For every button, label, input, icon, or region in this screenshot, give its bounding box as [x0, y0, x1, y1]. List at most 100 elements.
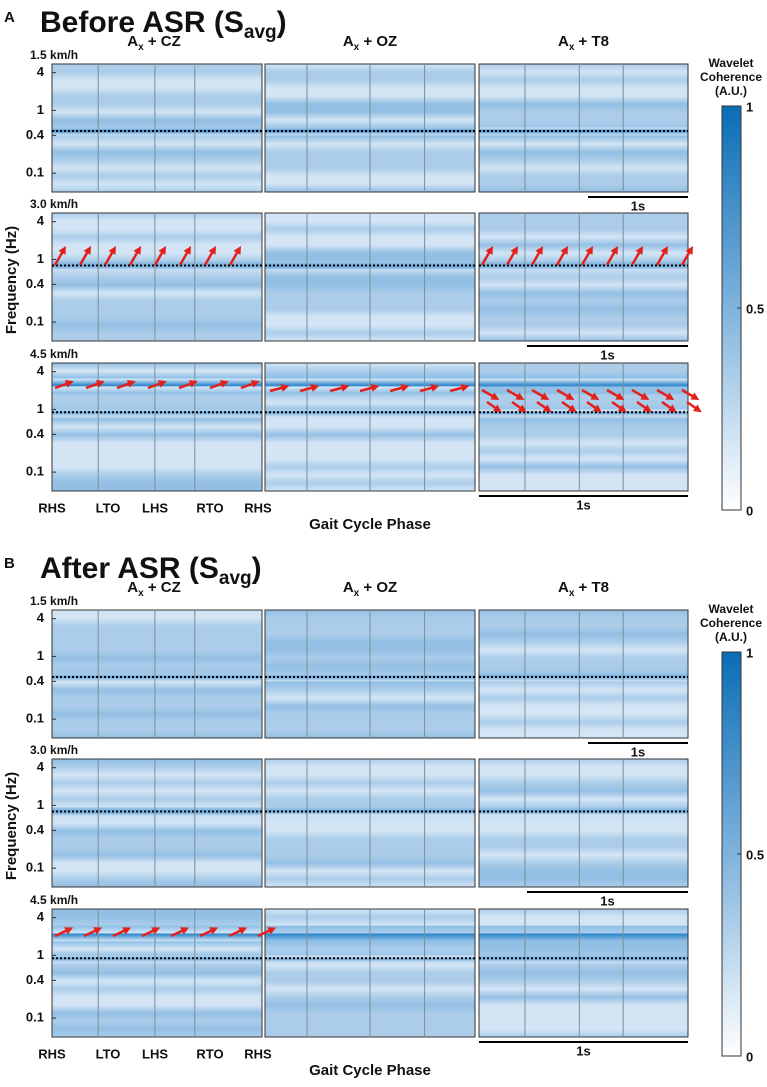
phase-arrow-head [151, 927, 161, 935]
y-tick-label: 4 [37, 213, 45, 228]
column-title-text: A [127, 33, 138, 50]
scale-bar-label: 1s [600, 347, 614, 362]
phase-arrow-head [535, 245, 543, 255]
phase-arrow-head [665, 392, 675, 400]
scale-bar-label: 1s [631, 744, 645, 759]
y-tick-label: 4 [37, 64, 45, 79]
colorbar-tick-label: 0.5 [746, 301, 764, 316]
column-title: Ax + CZ [127, 33, 181, 53]
coherence-map [478, 609, 689, 739]
y-axis-label: Frequency (Hz) [3, 226, 20, 334]
phase-arrow-head [510, 245, 518, 255]
title-text: Before ASR (S [40, 6, 244, 39]
y-tick-label: 0.1 [26, 711, 44, 726]
phase-arrow-head [515, 392, 525, 400]
title-text: After ASR (S [40, 552, 219, 585]
coherence-map [51, 758, 263, 888]
coherence-map [478, 758, 689, 888]
phase-arrow-head [133, 245, 141, 255]
column-title: Ax + T8 [558, 579, 609, 599]
x-axis-label: Gait Cycle Phase [309, 1062, 431, 1079]
speed-label: 1.5 km/h [30, 48, 78, 62]
y-tick-label: 0.4 [26, 822, 45, 837]
title-subscript: avg [244, 22, 277, 43]
column-title-text: A [343, 33, 354, 50]
title-text: ) [252, 552, 262, 585]
y-tick-label: 0.4 [26, 276, 45, 291]
panel-title: Before ASR (Savg) [40, 6, 287, 43]
column-title-text: A [558, 33, 569, 50]
phase-arrow-head [542, 404, 552, 413]
title-text: ) [277, 6, 287, 39]
y-tick-label: 1 [37, 251, 44, 266]
x-tick-label: LTO [96, 500, 121, 515]
speed-label: 4.5 km/h [30, 893, 78, 907]
colorbar-tick-label: 0 [746, 503, 753, 518]
scale-bar-label: 1s [576, 497, 590, 512]
x-tick-label: LTO [96, 1046, 121, 1061]
column-title-subscript: x [569, 42, 575, 53]
phase-arrow-head [233, 245, 241, 255]
phase-arrow-head [430, 384, 440, 392]
column-title-text: + CZ [144, 33, 181, 50]
column-title-subscript: x [354, 42, 360, 53]
x-tick-label: RHS [244, 500, 272, 515]
colorbar-title: (A.U.) [715, 630, 747, 644]
colorbar-tick-label: 1 [746, 645, 753, 660]
phase-arrow-head [400, 384, 410, 392]
speed-label: 3.0 km/h [30, 743, 78, 757]
coherence-map [51, 609, 263, 739]
phase-arrow-head [615, 392, 625, 400]
phase-arrow-head [267, 927, 277, 935]
phase-arrow-head [660, 245, 668, 255]
y-tick-label: 0.1 [26, 464, 44, 479]
phase-arrow-head [238, 927, 248, 935]
y-tick-label: 0.1 [26, 860, 44, 875]
coherence-map [51, 212, 263, 342]
colorbar-tick-label: 0.5 [746, 847, 764, 862]
phase-arrow-head [635, 245, 643, 255]
phase-arrow-head [642, 404, 652, 413]
x-axis-label: Gait Cycle Phase [309, 516, 431, 533]
colorbar-tick-label: 1 [746, 99, 753, 114]
phase-arrow-head [208, 245, 216, 255]
phase-arrow-head [692, 404, 702, 413]
column-title-subscript: x [138, 42, 144, 53]
y-tick-label: 1 [37, 797, 44, 812]
coherence-map [51, 362, 263, 492]
y-tick-label: 0.1 [26, 165, 44, 180]
y-tick-label: 1 [37, 401, 44, 416]
x-tick-label: LHS [142, 1046, 168, 1061]
colorbar-title: Wavelet [709, 602, 754, 616]
speed-label: 1.5 km/h [30, 594, 78, 608]
phase-arrow-head [370, 384, 380, 392]
phase-arrow-head [567, 404, 577, 413]
phase-arrow-head [183, 245, 191, 255]
phase-arrow-head [340, 384, 350, 392]
phase-arrow-head [592, 404, 602, 413]
phase-arrow-head [540, 392, 550, 400]
coherence-map [478, 63, 689, 193]
speed-label: 4.5 km/h [30, 347, 78, 361]
title-subscript: avg [219, 568, 252, 589]
phase-arrow-head [157, 380, 167, 388]
colorbar-title: Wavelet [709, 56, 754, 70]
phase-arrow-head [690, 392, 700, 400]
phase-arrow-head [126, 380, 136, 388]
column-title-text: A [127, 579, 138, 596]
phase-arrow-head [180, 927, 190, 935]
column-title-subscript: x [138, 588, 144, 599]
y-tick-label: 0.4 [26, 972, 45, 987]
y-tick-label: 0.4 [26, 426, 45, 441]
phase-arrow-head [83, 245, 91, 255]
x-tick-label: RHS [38, 1046, 66, 1061]
panel-title: After ASR (Savg) [40, 552, 262, 589]
phase-arrow-head [565, 392, 575, 400]
y-tick-label: 1 [37, 648, 44, 663]
phase-arrow-head [122, 927, 132, 935]
y-tick-label: 4 [37, 363, 45, 378]
x-tick-label: RHS [244, 1046, 272, 1061]
y-tick-label: 1 [37, 102, 44, 117]
phase-arrow-head [610, 245, 618, 255]
